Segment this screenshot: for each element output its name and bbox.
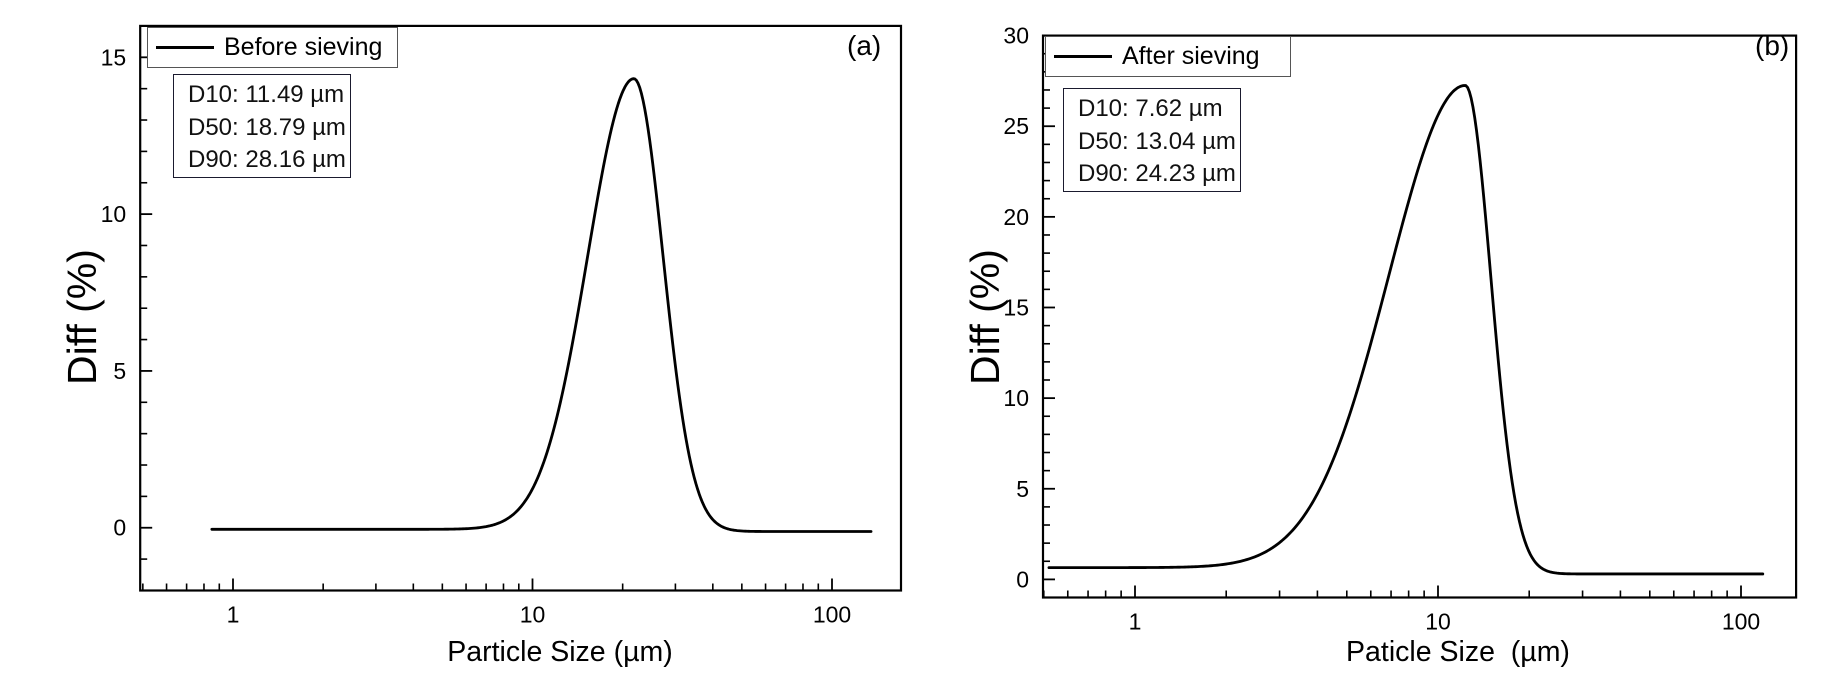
svg-text:1: 1 <box>1129 609 1142 635</box>
svg-text:5: 5 <box>113 358 126 384</box>
svg-text:10: 10 <box>1425 609 1451 635</box>
svg-text:100: 100 <box>1722 609 1760 635</box>
svg-text:20: 20 <box>1003 204 1029 230</box>
svg-text:15: 15 <box>101 44 127 70</box>
svg-text:10: 10 <box>520 602 546 628</box>
svg-text:10: 10 <box>1003 385 1029 411</box>
svg-text:25: 25 <box>1003 113 1029 139</box>
svg-text:100: 100 <box>813 602 851 628</box>
svg-text:30: 30 <box>1003 23 1029 49</box>
svg-text:0: 0 <box>113 515 126 541</box>
svg-text:5: 5 <box>1016 476 1029 502</box>
svg-text:10: 10 <box>101 201 127 227</box>
svg-text:1: 1 <box>227 602 240 628</box>
svg-text:0: 0 <box>1016 566 1029 592</box>
